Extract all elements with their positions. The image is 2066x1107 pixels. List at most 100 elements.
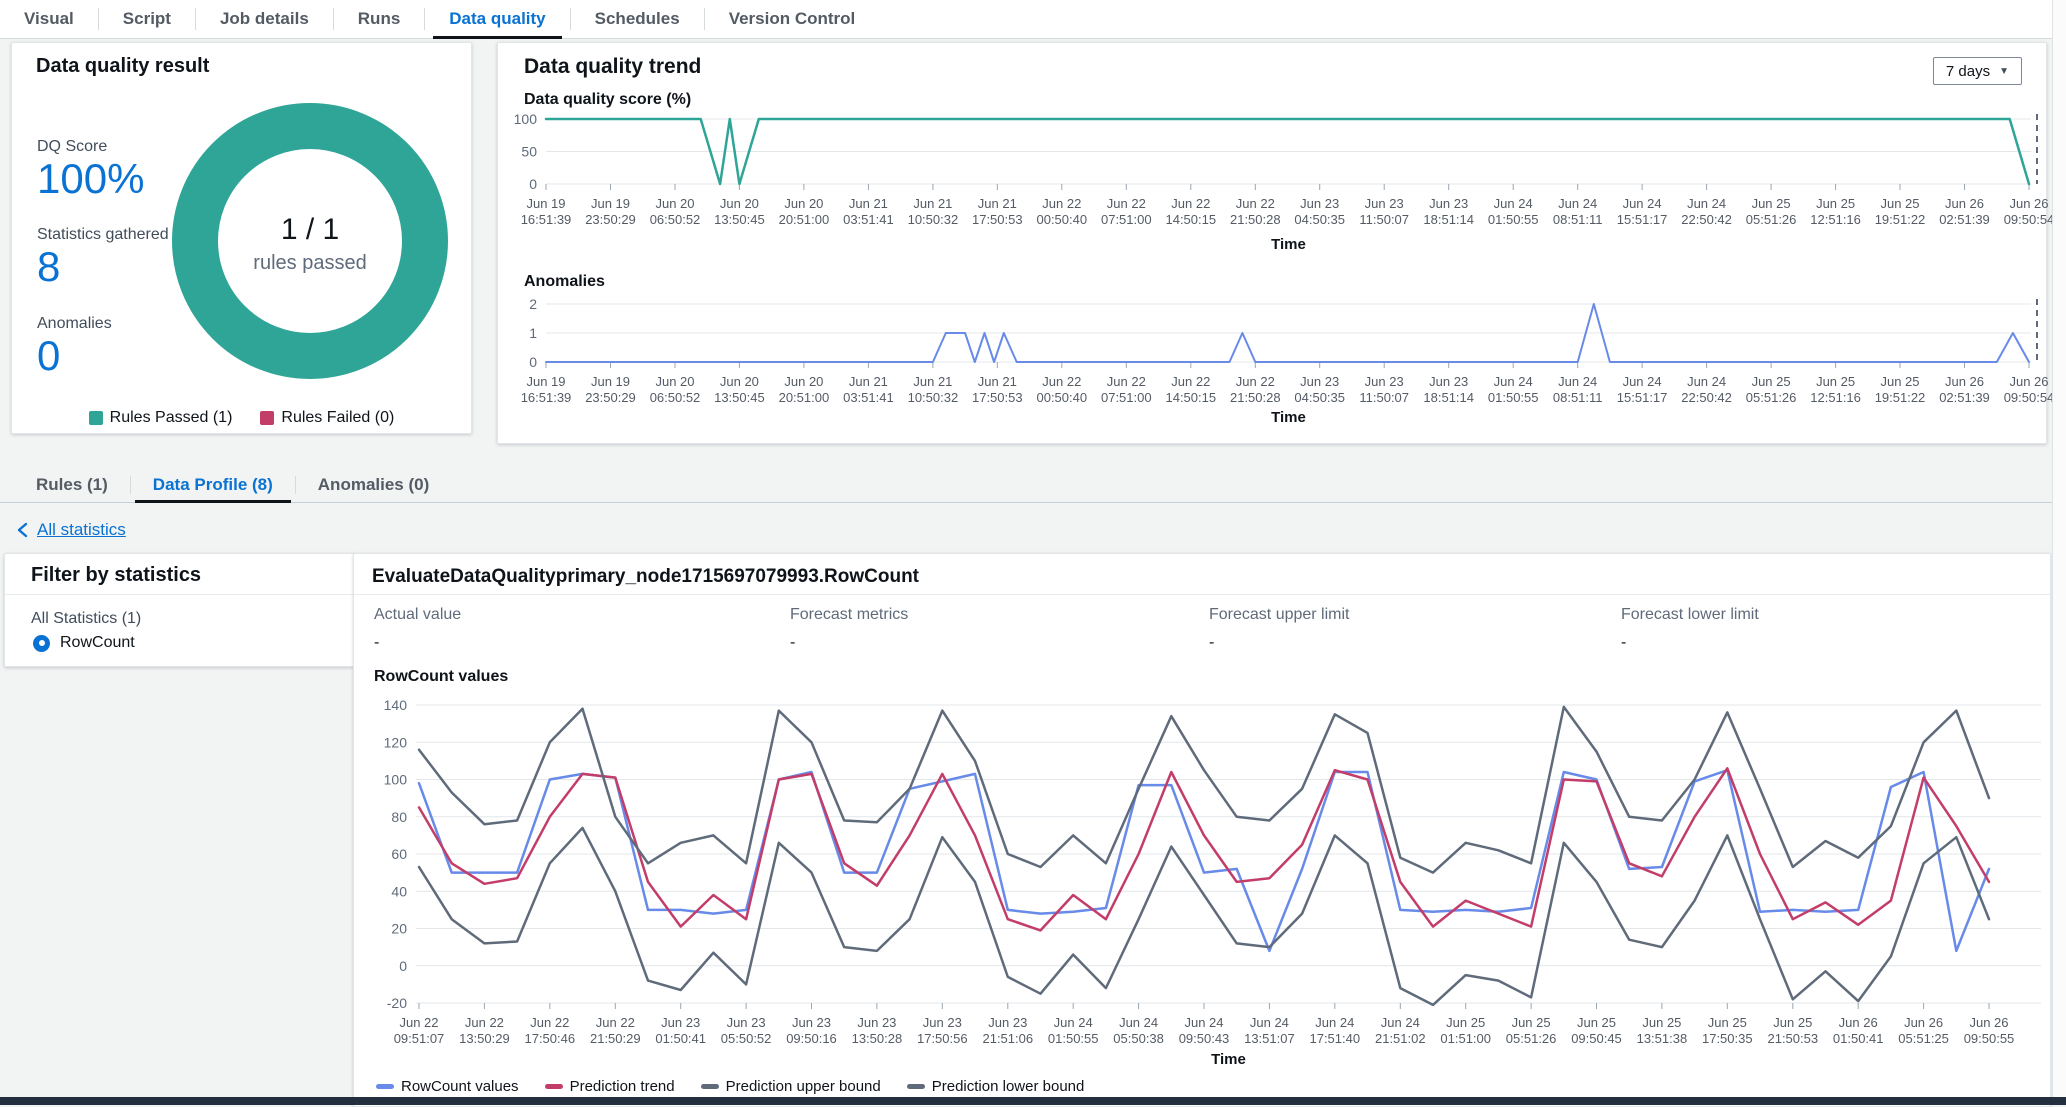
radio-selected-icon	[33, 634, 50, 652]
legend-rowcount-values[interactable]: RowCount values	[376, 1078, 519, 1095]
y-tick-label: 100	[514, 111, 538, 127]
x-tick-label: Jun 23 18:51:14	[1423, 374, 1474, 405]
tab-divider	[129, 476, 131, 494]
x-tick-label: Jun 26 05:51:25	[1898, 1015, 1949, 1046]
y-tick-label: 140	[384, 697, 408, 713]
tab-rules[interactable]: Rules (1)	[14, 468, 130, 502]
x-tick-label: Jun 24 05:50:38	[1113, 1015, 1164, 1046]
anomalies-count-value: 0	[37, 332, 61, 379]
statistics-gathered-value: 8	[37, 243, 61, 290]
x-tick-label: Jun 20 13:50:45	[714, 196, 765, 227]
legend-rules-failed[interactable]: Rules Failed (0)	[260, 409, 394, 427]
x-tick-label: Jun 25 09:50:45	[1571, 1015, 1622, 1046]
x-tick-label: Jun 23 11:50:07	[1359, 374, 1409, 405]
rules-failed-swatch-icon	[260, 411, 275, 425]
x-tick-label: Jun 22 07:51:00	[1101, 374, 1152, 405]
data-quality-result-card: Data quality result DQ Score 100% Statis…	[11, 42, 472, 434]
card-title: Filter by statistics	[31, 564, 202, 586]
x-tick-label: Jun 26 09:50:54	[2004, 196, 2055, 227]
legend-rules-passed[interactable]: Rules Passed (1)	[88, 409, 233, 427]
tab-runs[interactable]: Runs	[334, 0, 425, 38]
x-tick-label: Jun 22 14:50:15	[1165, 196, 1216, 227]
tab-divider	[332, 8, 334, 30]
x-tick-label: Jun 21 17:50:53	[972, 196, 1023, 227]
x-tick-label: Jun 26 02:51:39	[1939, 374, 1990, 405]
x-tick-label: Jun 22 00:50:40	[1036, 374, 1087, 405]
x-tick-label: Jun 23 18:51:14	[1423, 196, 1474, 227]
x-tick-label: Jun 21 03:51:41	[843, 374, 894, 405]
prediction-trend-swatch-icon	[544, 1084, 563, 1089]
donut-center-value: 1 / 1	[281, 213, 339, 246]
tab-label: Runs	[357, 9, 401, 28]
x-tick-label: Jun 26 09:50:54	[2004, 374, 2055, 405]
y-tick-label: 2	[529, 296, 537, 312]
legend-label: RowCount values	[401, 1078, 519, 1095]
metric-forecast-metrics: Forecast metrics -	[790, 606, 908, 652]
statistic-option-rowcount[interactable]: RowCount	[33, 634, 135, 652]
series-prediction-upper-bound	[417, 705, 1991, 874]
tab-label: Version Control	[728, 9, 856, 28]
dq-score-value: 100%	[37, 155, 145, 202]
x-tick-label: Jun 21 10:50:32	[908, 196, 959, 227]
x-tick-label: Jun 20 13:50:45	[714, 374, 765, 405]
x-tick-label: Jun 22 21:50:28	[1230, 196, 1281, 227]
x-tick-label: Jun 24 01:50:55	[1488, 196, 1539, 227]
tab-anomalies[interactable]: Anomalies (0)	[296, 468, 451, 502]
x-tick-label: Jun 24 08:51:11	[1553, 196, 1603, 227]
metric-forecast-upper-limit: Forecast upper limit -	[1209, 606, 1350, 652]
tab-label: Rules (1)	[36, 475, 108, 494]
x-tick-label: Jun 21 10:50:32	[908, 374, 959, 405]
tab-label: Data Profile (8)	[152, 475, 273, 494]
tab-label: Data quality	[449, 9, 546, 28]
tab-script[interactable]: Script	[99, 0, 195, 38]
all-statistics-back-link[interactable]: All statistics	[16, 520, 126, 540]
tab-label: Visual	[24, 9, 74, 28]
x-tick-label: Jun 22 09:51:07	[394, 1015, 445, 1046]
legend-prediction-upper-bound[interactable]: Prediction upper bound	[700, 1078, 881, 1095]
x-tick-label: Jun 24 01:50:55	[1048, 1015, 1099, 1046]
rules-donut-chart: 1 / 1 rules passed	[162, 93, 458, 389]
x-tick-label: Jun 25 05:51:26	[1746, 374, 1797, 405]
radio-label: RowCount	[60, 634, 135, 651]
legend-label: Rules Passed (1)	[109, 409, 233, 426]
divider	[354, 594, 2050, 595]
tab-divider	[424, 8, 426, 30]
tab-data-quality[interactable]: Data quality	[425, 0, 569, 39]
series-anomalies	[545, 303, 2030, 363]
tab-schedules[interactable]: Schedules	[571, 0, 704, 38]
x-tick-label: Jun 19 16:51:39	[521, 374, 572, 405]
x-tick-label: Jun 25 05:51:26	[1506, 1015, 1557, 1046]
vertical-scrollbar[interactable]	[2052, 0, 2066, 1097]
data-quality-trend-card: Data quality trend 7 days ▼ Data quality…	[497, 42, 2054, 444]
y-tick-label: -20	[387, 995, 407, 1011]
divider	[5, 594, 355, 595]
x-tick-label: Jun 23 04:50:35	[1294, 196, 1345, 227]
x-tick-label: Jun 23 21:51:06	[982, 1015, 1033, 1046]
x-tick-label: Jun 24 01:50:55	[1488, 374, 1539, 405]
tab-data-profile[interactable]: Data Profile (8)	[131, 468, 295, 503]
legend-prediction-lower-bound[interactable]: Prediction lower bound	[906, 1078, 1084, 1095]
x-tick-label: Jun 25 19:51:22	[1875, 374, 1926, 405]
x-tick-label: Jun 20 06:50:52	[650, 374, 701, 405]
x-axis-title: Time	[1271, 409, 1306, 426]
tab-visual[interactable]: Visual	[0, 0, 98, 38]
x-tick-label: Jun 22 00:50:40	[1036, 196, 1087, 227]
tab-divider	[97, 8, 99, 30]
console-footer-bar	[0, 1097, 2066, 1105]
tab-label: Job details	[219, 9, 309, 28]
metric-forecast-lower-limit: Forecast lower limit -	[1621, 606, 1759, 652]
x-tick-label: Jun 26 09:50:55	[1964, 1015, 2015, 1046]
tab-version-control[interactable]: Version Control	[705, 0, 880, 38]
back-link-label: All statistics	[37, 520, 126, 539]
legend-prediction-trend[interactable]: Prediction trend	[544, 1078, 675, 1095]
chevron-left-icon	[17, 522, 28, 538]
y-tick-label: 1	[529, 325, 537, 341]
time-range-select[interactable]: 7 days ▼	[1932, 57, 2022, 85]
tab-label: Script	[122, 9, 171, 28]
rowcount-values-label: RowCount values	[374, 668, 509, 685]
rowcount-chart-legend: RowCount values Prediction trend Predict…	[376, 1078, 1084, 1095]
x-tick-label: Jun 22 14:50:15	[1165, 374, 1216, 405]
prediction-upper-bound-swatch-icon	[700, 1084, 719, 1089]
tab-job-details[interactable]: Job details	[196, 0, 333, 38]
x-tick-label: Jun 25 12:51:16	[1810, 374, 1861, 405]
